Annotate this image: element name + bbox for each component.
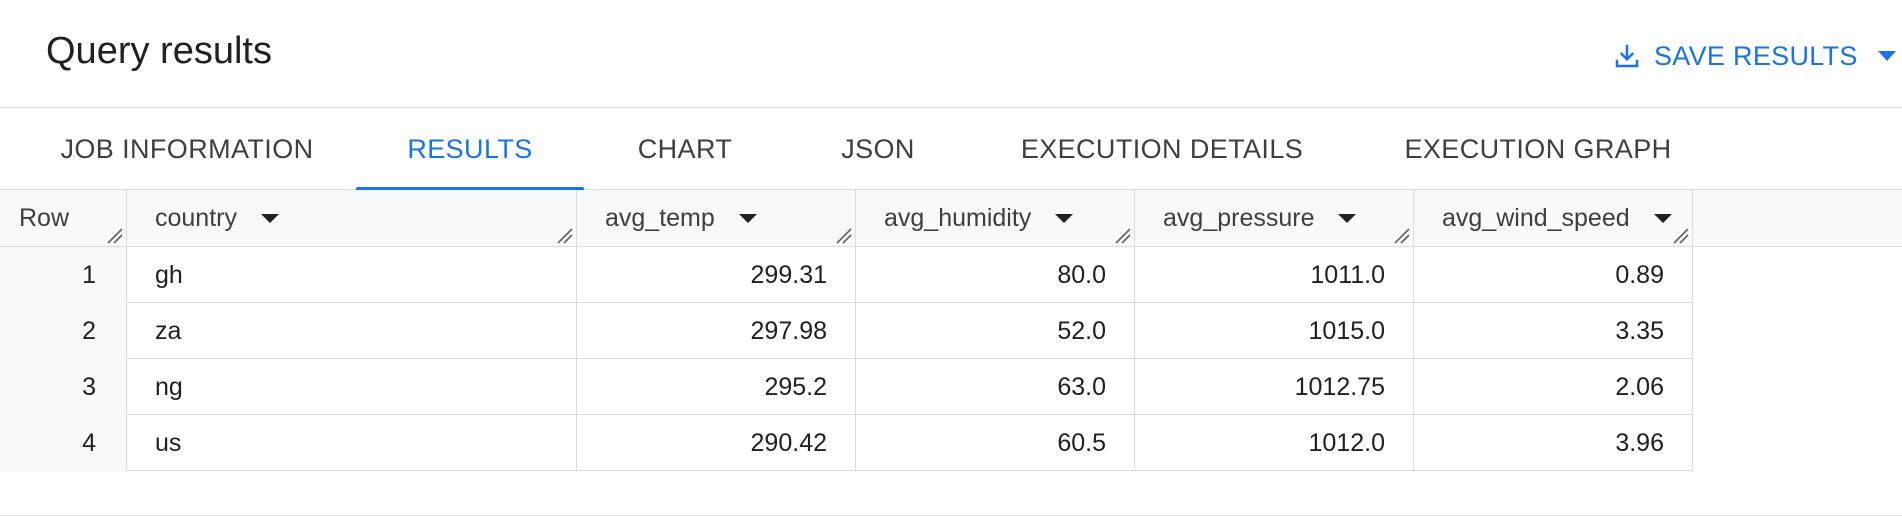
cell-avg-pressure[interactable]: 1012.0 bbox=[1135, 415, 1414, 471]
row-number: 2 bbox=[0, 303, 127, 359]
table-row: 3 ng 295.2 63.0 1012.75 2.06 bbox=[0, 359, 1693, 415]
column-header-avg-pressure[interactable]: avg_pressure bbox=[1135, 190, 1414, 247]
cell-avg-pressure[interactable]: 1015.0 bbox=[1135, 303, 1414, 359]
column-resize-handle[interactable] bbox=[1669, 224, 1689, 244]
page-title: Query results bbox=[46, 30, 272, 72]
sort-caret-icon[interactable] bbox=[1055, 214, 1074, 223]
column-header-row: Row bbox=[0, 190, 127, 247]
sort-caret-icon[interactable] bbox=[738, 214, 757, 223]
cell-country[interactable]: gh bbox=[127, 247, 577, 303]
save-results-label: SAVE RESULTS bbox=[1654, 40, 1858, 71]
results-header: Query results SAVE RESULTS bbox=[0, 0, 1902, 108]
cell-avg-humidity[interactable]: 52.0 bbox=[856, 303, 1135, 359]
cell-avg-wind-speed[interactable]: 0.89 bbox=[1414, 247, 1693, 303]
cell-avg-wind-speed[interactable]: 3.96 bbox=[1414, 415, 1693, 471]
cell-avg-temp[interactable]: 295.2 bbox=[577, 359, 856, 415]
column-header-country[interactable]: country bbox=[127, 190, 577, 247]
column-header-avg-wind-speed[interactable]: avg_wind_speed bbox=[1414, 190, 1693, 247]
bottom-divider bbox=[0, 515, 1902, 516]
column-resize-handle[interactable] bbox=[1390, 224, 1410, 244]
cell-country[interactable]: za bbox=[127, 303, 577, 359]
cell-avg-wind-speed[interactable]: 3.35 bbox=[1414, 303, 1693, 359]
caret-down-icon[interactable] bbox=[1877, 51, 1896, 61]
column-resize-handle[interactable] bbox=[103, 224, 123, 244]
cell-avg-pressure[interactable]: 1011.0 bbox=[1135, 247, 1414, 303]
row-number: 4 bbox=[0, 415, 127, 471]
table-row: 2 za 297.98 52.0 1015.0 3.35 bbox=[0, 303, 1693, 359]
column-resize-handle[interactable] bbox=[832, 224, 852, 244]
tab-results[interactable]: RESULTS bbox=[356, 108, 584, 191]
tab-execution-details[interactable]: EXECUTION DETAILS bbox=[1020, 133, 1304, 164]
table-header-row: Row country avg_temp avg_humidity avg_pr… bbox=[0, 190, 1902, 247]
download-icon bbox=[1612, 41, 1642, 71]
cell-avg-wind-speed[interactable]: 2.06 bbox=[1414, 359, 1693, 415]
sort-caret-icon[interactable] bbox=[1653, 214, 1672, 223]
sort-caret-icon[interactable] bbox=[1338, 214, 1357, 223]
cell-avg-humidity[interactable]: 60.5 bbox=[856, 415, 1135, 471]
results-tabs: JOB INFORMATION RESULTS CHART JSON EXECU… bbox=[0, 108, 1902, 191]
row-number: 1 bbox=[0, 247, 127, 303]
cell-avg-humidity[interactable]: 80.0 bbox=[856, 247, 1135, 303]
table-row: 4 us 290.42 60.5 1012.0 3.96 bbox=[0, 415, 1693, 471]
row-number: 3 bbox=[0, 359, 127, 415]
tab-job-information[interactable]: JOB INFORMATION bbox=[60, 133, 314, 164]
cell-avg-temp[interactable]: 299.31 bbox=[577, 247, 856, 303]
tab-chart[interactable]: CHART bbox=[637, 133, 733, 164]
tab-execution-graph[interactable]: EXECUTION GRAPH bbox=[1404, 133, 1672, 164]
cell-country[interactable]: ng bbox=[127, 359, 577, 415]
sort-caret-icon[interactable] bbox=[260, 214, 279, 223]
save-results-button[interactable]: SAVE RESULTS bbox=[1612, 36, 1896, 76]
column-header-avg-temp[interactable]: avg_temp bbox=[577, 190, 856, 247]
cell-avg-temp[interactable]: 290.42 bbox=[577, 415, 856, 471]
column-resize-handle[interactable] bbox=[1111, 224, 1131, 244]
table-row: 1 gh 299.31 80.0 1011.0 0.89 bbox=[0, 247, 1693, 303]
cell-country[interactable]: us bbox=[127, 415, 577, 471]
column-resize-handle[interactable] bbox=[553, 224, 573, 244]
cell-avg-humidity[interactable]: 63.0 bbox=[856, 359, 1135, 415]
column-header-avg-humidity[interactable]: avg_humidity bbox=[856, 190, 1135, 247]
tab-json[interactable]: JSON bbox=[841, 133, 915, 164]
cell-avg-pressure[interactable]: 1012.75 bbox=[1135, 359, 1414, 415]
cell-avg-temp[interactable]: 297.98 bbox=[577, 303, 856, 359]
